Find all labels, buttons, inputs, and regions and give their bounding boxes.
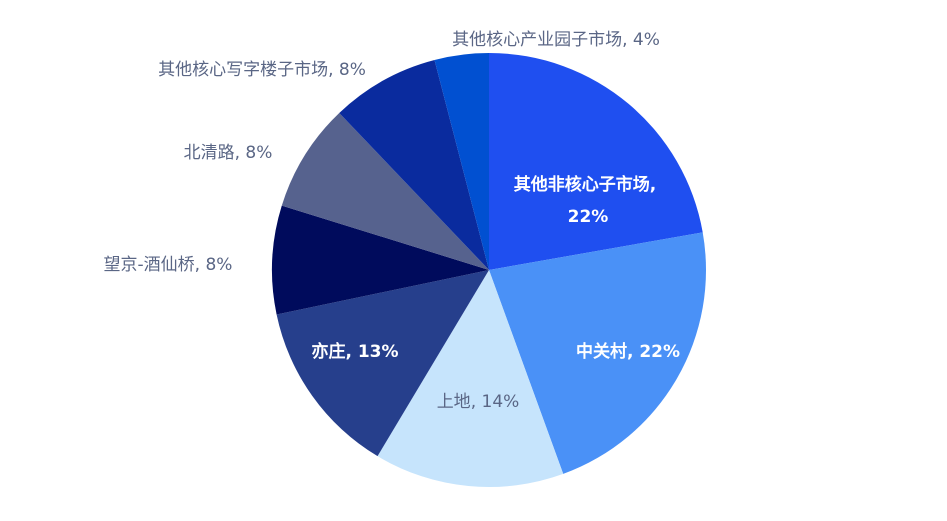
label-value: 13% xyxy=(358,342,399,362)
label-value: 8% xyxy=(245,143,272,163)
slice-label: 其他核心写字楼子市场, 8% xyxy=(158,60,366,80)
slice-label: 望京-酒仙桥, 8% xyxy=(104,255,233,275)
label-category: 其他非核心子市场 xyxy=(514,174,650,195)
label-category: 其他核心产业园子市场 xyxy=(452,30,622,50)
label-separator: , xyxy=(328,60,339,80)
pie-slice xyxy=(281,112,489,271)
pie-slice xyxy=(434,53,489,270)
label-value: 22% xyxy=(568,207,609,227)
label-category: 亦庄 xyxy=(311,341,345,362)
label-separator: , xyxy=(235,143,246,163)
label-category: 中关村 xyxy=(576,341,627,362)
pie-slice xyxy=(272,205,489,315)
label-separator: , xyxy=(345,342,357,362)
slice-label: 其他核心产业园子市场, 4% xyxy=(452,30,660,50)
slice-label: 北清路, 8% xyxy=(184,143,273,163)
label-separator: , xyxy=(622,30,633,50)
label-category: 上地 xyxy=(437,392,471,412)
pie-slice xyxy=(377,270,564,487)
slice-label: 亦庄, 13% xyxy=(311,341,398,362)
label-separator: , xyxy=(650,175,662,195)
label-value: 14% xyxy=(482,392,520,412)
label-separator: , xyxy=(471,392,482,412)
label-value: 8% xyxy=(205,255,232,275)
label-value: 4% xyxy=(633,30,660,50)
pie-slice xyxy=(489,53,703,270)
label-value: 22% xyxy=(639,342,680,362)
label-category: 望京-酒仙桥 xyxy=(104,255,195,275)
pie-slice xyxy=(276,270,489,457)
label-value: 8% xyxy=(339,60,366,80)
label-separator: , xyxy=(195,255,206,275)
slice-label: 其他非核心子市场, 22% xyxy=(514,174,662,227)
pie-slice xyxy=(339,59,489,270)
pie-slice xyxy=(489,232,706,474)
slice-label: 中关村, 22% xyxy=(576,341,680,362)
slice-label: 上地, 14% xyxy=(437,392,520,412)
label-category: 北清路 xyxy=(184,143,235,163)
label-category: 其他核心写字楼子市场 xyxy=(158,60,328,80)
label-separator: , xyxy=(627,342,639,362)
